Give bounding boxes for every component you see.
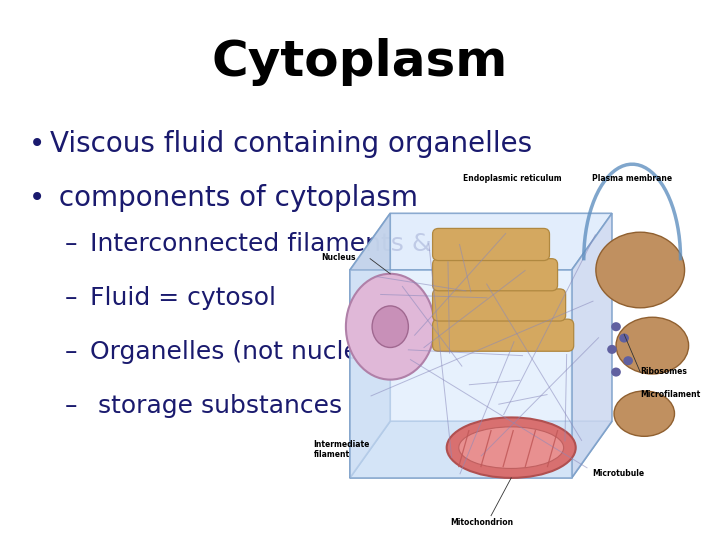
Polygon shape bbox=[572, 213, 612, 478]
FancyBboxPatch shape bbox=[433, 259, 557, 291]
Text: Microtubule: Microtubule bbox=[592, 469, 644, 478]
Ellipse shape bbox=[372, 306, 408, 348]
Text: –: – bbox=[65, 340, 77, 364]
Text: components of cytoplasm: components of cytoplasm bbox=[50, 184, 418, 212]
Text: storage substances: storage substances bbox=[90, 394, 342, 418]
Text: –: – bbox=[65, 286, 77, 310]
Ellipse shape bbox=[596, 232, 685, 308]
Text: Fluid = cytosol: Fluid = cytosol bbox=[90, 286, 276, 310]
Text: Microfilament: Microfilament bbox=[640, 389, 701, 399]
Ellipse shape bbox=[446, 417, 576, 478]
Text: Mitochondrion: Mitochondrion bbox=[451, 518, 514, 527]
Text: –: – bbox=[65, 232, 77, 256]
Text: •: • bbox=[29, 184, 45, 212]
Ellipse shape bbox=[614, 391, 675, 436]
Ellipse shape bbox=[346, 274, 435, 380]
Text: –: – bbox=[65, 394, 77, 418]
Circle shape bbox=[624, 356, 633, 365]
Polygon shape bbox=[350, 213, 390, 478]
Text: Intermediate
filament: Intermediate filament bbox=[314, 440, 370, 459]
Text: Nucleus: Nucleus bbox=[322, 253, 356, 262]
Circle shape bbox=[611, 322, 621, 331]
Text: Organelles (not nucleus): Organelles (not nucleus) bbox=[90, 340, 397, 364]
Circle shape bbox=[611, 368, 621, 376]
Text: Plasma membrane: Plasma membrane bbox=[592, 174, 672, 183]
FancyBboxPatch shape bbox=[433, 319, 574, 351]
Ellipse shape bbox=[616, 317, 688, 374]
Text: •: • bbox=[29, 130, 45, 158]
FancyBboxPatch shape bbox=[433, 228, 549, 261]
Circle shape bbox=[619, 334, 629, 342]
Text: Endoplasmic reticulum: Endoplasmic reticulum bbox=[463, 174, 562, 183]
Ellipse shape bbox=[459, 427, 564, 468]
Polygon shape bbox=[350, 421, 612, 478]
Text: Viscous fluid containing organelles: Viscous fluid containing organelles bbox=[50, 130, 533, 158]
Text: Interconnected filaments & fibers: Interconnected filaments & fibers bbox=[90, 232, 510, 256]
Text: Cytoplasm: Cytoplasm bbox=[212, 38, 508, 86]
Circle shape bbox=[607, 345, 617, 354]
Text: Ribosomes: Ribosomes bbox=[640, 367, 687, 376]
Polygon shape bbox=[350, 213, 612, 270]
Polygon shape bbox=[350, 270, 572, 478]
FancyBboxPatch shape bbox=[433, 289, 566, 321]
